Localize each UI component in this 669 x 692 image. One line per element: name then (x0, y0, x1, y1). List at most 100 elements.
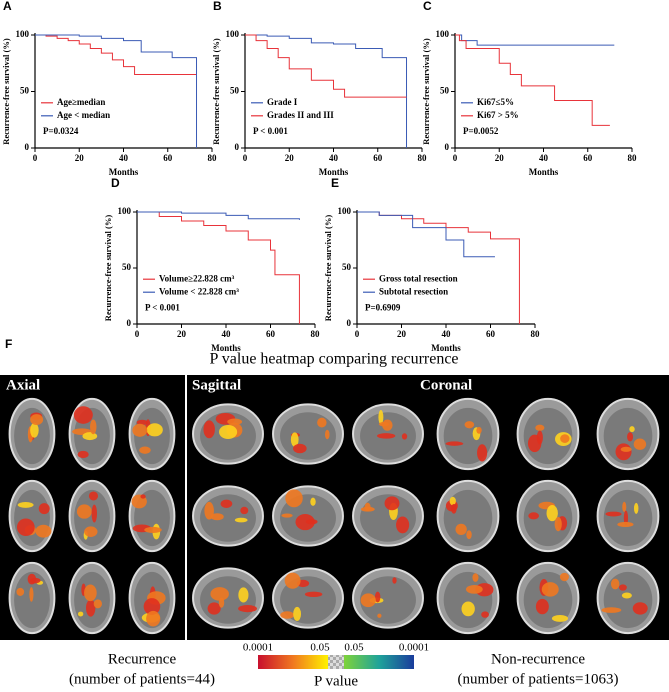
heat-blob (77, 611, 84, 617)
group-label: Recurrence (108, 651, 177, 667)
heat-blob (281, 513, 293, 518)
panel-label: B (213, 0, 222, 13)
brain-matter (360, 576, 416, 624)
brain-matter (200, 576, 256, 624)
heat-blob (29, 587, 34, 602)
heat-blob (384, 496, 400, 511)
panel-title: P value heatmap comparing recurrence (209, 351, 458, 368)
y-tick-label: 100 (16, 29, 30, 39)
x-tick-label: 0 (453, 153, 458, 163)
colorbar (258, 655, 328, 669)
heat-blob (293, 443, 307, 454)
heat-blob (84, 584, 97, 602)
heat-blob (324, 429, 330, 440)
x-tick-label: 60 (163, 153, 173, 163)
heat-blob (618, 584, 627, 591)
brain-matter (603, 571, 653, 629)
y-tick-label: 0 (347, 318, 352, 328)
x-tick-label: 80 (208, 153, 218, 163)
section-label: Sagittal (192, 377, 241, 393)
x-tick-label: 40 (222, 329, 232, 339)
y-axis-label: Recurrence-free survival (%) (421, 38, 431, 145)
y-tick-label: 100 (436, 29, 450, 39)
survival-curve (357, 211, 495, 258)
heat-blob (132, 423, 148, 437)
survival-curve (137, 211, 300, 220)
heat-blob (280, 611, 295, 619)
heat-blob (445, 441, 464, 446)
heat-blob (295, 513, 315, 531)
heat-blob (621, 592, 632, 599)
y-tick-label: 100 (118, 206, 132, 216)
heat-blob (234, 517, 248, 523)
heat-blob (16, 518, 35, 537)
x-axis-label: Months (109, 167, 139, 177)
panel-label: D (111, 176, 120, 190)
survival-curve (245, 34, 408, 148)
heat-blob (227, 418, 243, 425)
legend-label: Ki67 > 5% (477, 110, 519, 120)
x-tick-label: 0 (33, 153, 38, 163)
heat-blob (91, 504, 98, 523)
heat-blob (560, 434, 570, 443)
heat-blob (304, 591, 323, 597)
heat-blob (632, 602, 648, 615)
x-tick-label: 80 (311, 329, 321, 339)
heat-blob (605, 511, 622, 517)
y-axis-label: Recurrence-free survival (%) (211, 38, 221, 145)
heat-blob (396, 516, 410, 534)
heat-blob (30, 414, 44, 426)
x-axis-label: Months (319, 167, 349, 177)
x-tick-label: 60 (583, 153, 593, 163)
heat-blob (633, 438, 647, 450)
x-tick-label: 40 (442, 329, 452, 339)
heat-blob (144, 526, 162, 533)
survival-curve (35, 34, 198, 148)
heat-blob (466, 530, 472, 540)
survival-curve (137, 211, 300, 324)
heat-blob (16, 587, 25, 596)
colorbar-tick: 0.0001 (243, 642, 273, 654)
panel-label: E (331, 176, 339, 190)
survival-curve (455, 34, 615, 46)
heat-blob (455, 523, 467, 535)
heat-blob (284, 572, 301, 589)
heat-blob (620, 446, 632, 452)
heat-blob (136, 419, 148, 426)
heat-blob (601, 607, 622, 613)
heat-blob (139, 446, 151, 454)
heat-blob (633, 502, 639, 514)
panel-label: A (3, 0, 12, 13)
x-axis-label: Months (211, 343, 241, 353)
survival-curve (455, 34, 610, 126)
heat-blob (76, 504, 92, 519)
heat-blob (17, 501, 34, 508)
heat-blob (535, 424, 545, 431)
brain-matter (443, 571, 493, 629)
x-tick-label: 60 (373, 153, 383, 163)
y-tick-label: 0 (25, 142, 30, 152)
x-tick-label: 0 (355, 329, 360, 339)
survival-curve (245, 34, 407, 98)
heat-blob (140, 494, 146, 499)
group-label: (number of patients=44) (69, 671, 215, 687)
x-tick-label: 80 (531, 329, 541, 339)
x-tick-label: 40 (329, 153, 339, 163)
y-tick-label: 0 (235, 142, 240, 152)
heat-blob (554, 517, 562, 532)
heat-blob (73, 406, 93, 424)
x-tick-label: 80 (628, 153, 638, 163)
heat-blob (93, 599, 102, 609)
heat-blob (290, 432, 299, 447)
heat-blob (238, 605, 257, 613)
heat-blob (84, 526, 98, 537)
y-tick-label: 0 (127, 318, 132, 328)
colorbar (344, 655, 414, 669)
section-label: Coronal (420, 377, 472, 393)
heat-blob (401, 433, 408, 440)
x-tick-label: 80 (418, 153, 428, 163)
legend-label: Age < median (57, 110, 110, 120)
heat-blob (207, 602, 221, 615)
heat-blob (615, 443, 632, 461)
heat-blob (143, 598, 161, 615)
